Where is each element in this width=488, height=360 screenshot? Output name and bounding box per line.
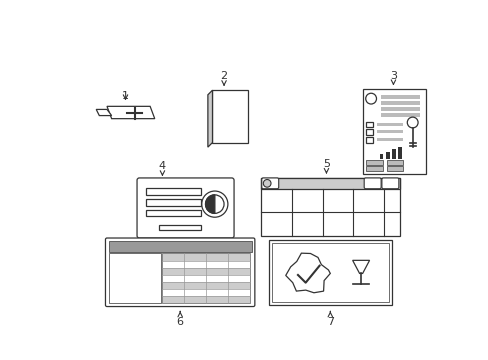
Bar (380, 107, 419, 111)
Bar (145, 199, 201, 206)
Bar (261, 178, 399, 236)
Polygon shape (207, 90, 212, 147)
Bar (162, 268, 250, 275)
FancyBboxPatch shape (261, 178, 278, 189)
Bar (376, 130, 403, 133)
Bar (376, 138, 403, 141)
Bar (366, 160, 383, 165)
Polygon shape (107, 106, 154, 119)
Text: 2: 2 (220, 71, 227, 85)
Bar (379, 154, 383, 159)
Bar (386, 166, 403, 171)
Bar (380, 101, 419, 105)
Bar (162, 253, 250, 303)
FancyBboxPatch shape (364, 178, 380, 189)
Bar (162, 261, 250, 268)
Bar (397, 147, 401, 159)
Text: 5: 5 (322, 159, 329, 173)
Bar (162, 275, 250, 282)
Bar (366, 166, 383, 171)
Polygon shape (205, 195, 214, 213)
Bar (385, 152, 389, 159)
Bar (268, 239, 391, 305)
Bar (145, 210, 201, 216)
Bar (376, 122, 403, 126)
Bar (162, 253, 250, 261)
Text: 3: 3 (389, 71, 396, 84)
Bar (386, 160, 403, 165)
Text: 4: 4 (159, 161, 165, 175)
Text: 7: 7 (326, 311, 333, 327)
Bar (261, 178, 399, 189)
Bar (158, 225, 201, 230)
Bar (362, 89, 425, 174)
Bar (145, 188, 201, 195)
Text: 1: 1 (122, 91, 129, 100)
Bar (271, 243, 388, 302)
Bar (366, 122, 372, 127)
Polygon shape (212, 90, 247, 143)
Bar (108, 253, 161, 303)
Bar (380, 113, 419, 117)
Circle shape (263, 180, 270, 187)
Text: 6: 6 (176, 311, 183, 327)
Polygon shape (96, 109, 111, 116)
Bar (391, 149, 395, 159)
FancyBboxPatch shape (105, 238, 254, 306)
Bar (162, 289, 250, 296)
Bar (162, 282, 250, 289)
Bar (366, 130, 372, 135)
Bar (366, 137, 372, 143)
FancyBboxPatch shape (137, 178, 234, 238)
FancyBboxPatch shape (381, 178, 398, 189)
Bar (380, 95, 419, 99)
Bar (162, 296, 250, 303)
Bar (108, 241, 251, 252)
